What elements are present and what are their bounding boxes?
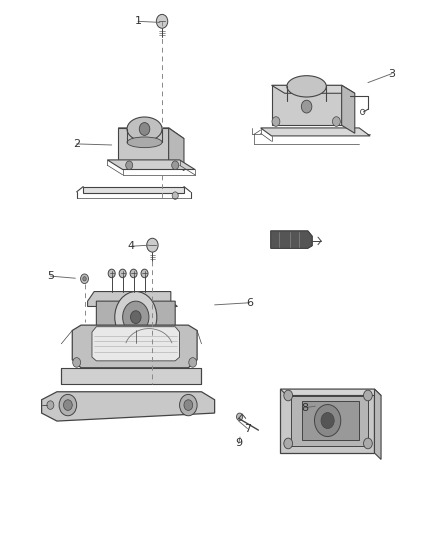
Circle shape (321, 413, 334, 429)
Circle shape (64, 400, 72, 410)
Circle shape (115, 292, 157, 343)
Polygon shape (72, 325, 197, 368)
Polygon shape (291, 396, 368, 446)
Circle shape (301, 100, 312, 113)
Circle shape (81, 274, 88, 284)
Polygon shape (88, 292, 177, 306)
Circle shape (172, 192, 178, 199)
Circle shape (180, 394, 197, 416)
Text: 4: 4 (128, 241, 135, 251)
Text: 2: 2 (73, 139, 80, 149)
Polygon shape (280, 389, 374, 453)
Polygon shape (92, 327, 180, 361)
Text: 3: 3 (389, 69, 396, 78)
Ellipse shape (287, 76, 326, 97)
Circle shape (284, 390, 293, 401)
Circle shape (189, 358, 197, 367)
Polygon shape (42, 392, 215, 421)
Polygon shape (302, 401, 359, 440)
Circle shape (119, 269, 126, 278)
Circle shape (59, 394, 77, 416)
Circle shape (130, 269, 137, 278)
Circle shape (126, 161, 133, 169)
Polygon shape (261, 128, 370, 136)
Circle shape (272, 117, 280, 126)
Circle shape (332, 117, 340, 126)
Polygon shape (107, 160, 195, 169)
Circle shape (123, 301, 149, 333)
Polygon shape (169, 128, 184, 171)
Circle shape (172, 161, 179, 169)
Polygon shape (271, 231, 312, 248)
Circle shape (73, 358, 81, 367)
Polygon shape (280, 389, 381, 395)
Ellipse shape (127, 117, 162, 141)
Ellipse shape (127, 137, 162, 148)
Circle shape (237, 413, 243, 421)
Polygon shape (272, 85, 342, 125)
Polygon shape (118, 128, 169, 160)
Circle shape (83, 277, 86, 281)
Polygon shape (374, 389, 381, 459)
Polygon shape (61, 368, 201, 384)
Circle shape (314, 405, 341, 437)
Text: 5: 5 (47, 271, 54, 281)
Text: 7: 7 (244, 424, 251, 433)
Circle shape (47, 401, 54, 409)
Circle shape (147, 238, 158, 252)
Polygon shape (96, 301, 175, 330)
Text: 9: 9 (235, 439, 242, 448)
Circle shape (364, 390, 372, 401)
Circle shape (141, 269, 148, 278)
Polygon shape (118, 128, 184, 139)
Circle shape (108, 269, 115, 278)
Text: 8: 8 (301, 403, 308, 413)
Text: 6: 6 (246, 298, 253, 308)
Polygon shape (83, 187, 184, 193)
Circle shape (156, 14, 168, 28)
Circle shape (131, 311, 141, 324)
Circle shape (284, 438, 293, 449)
Polygon shape (272, 85, 355, 93)
Polygon shape (342, 85, 355, 133)
Text: 1: 1 (134, 17, 141, 26)
Circle shape (139, 123, 150, 135)
Circle shape (364, 438, 372, 449)
Circle shape (184, 400, 193, 410)
